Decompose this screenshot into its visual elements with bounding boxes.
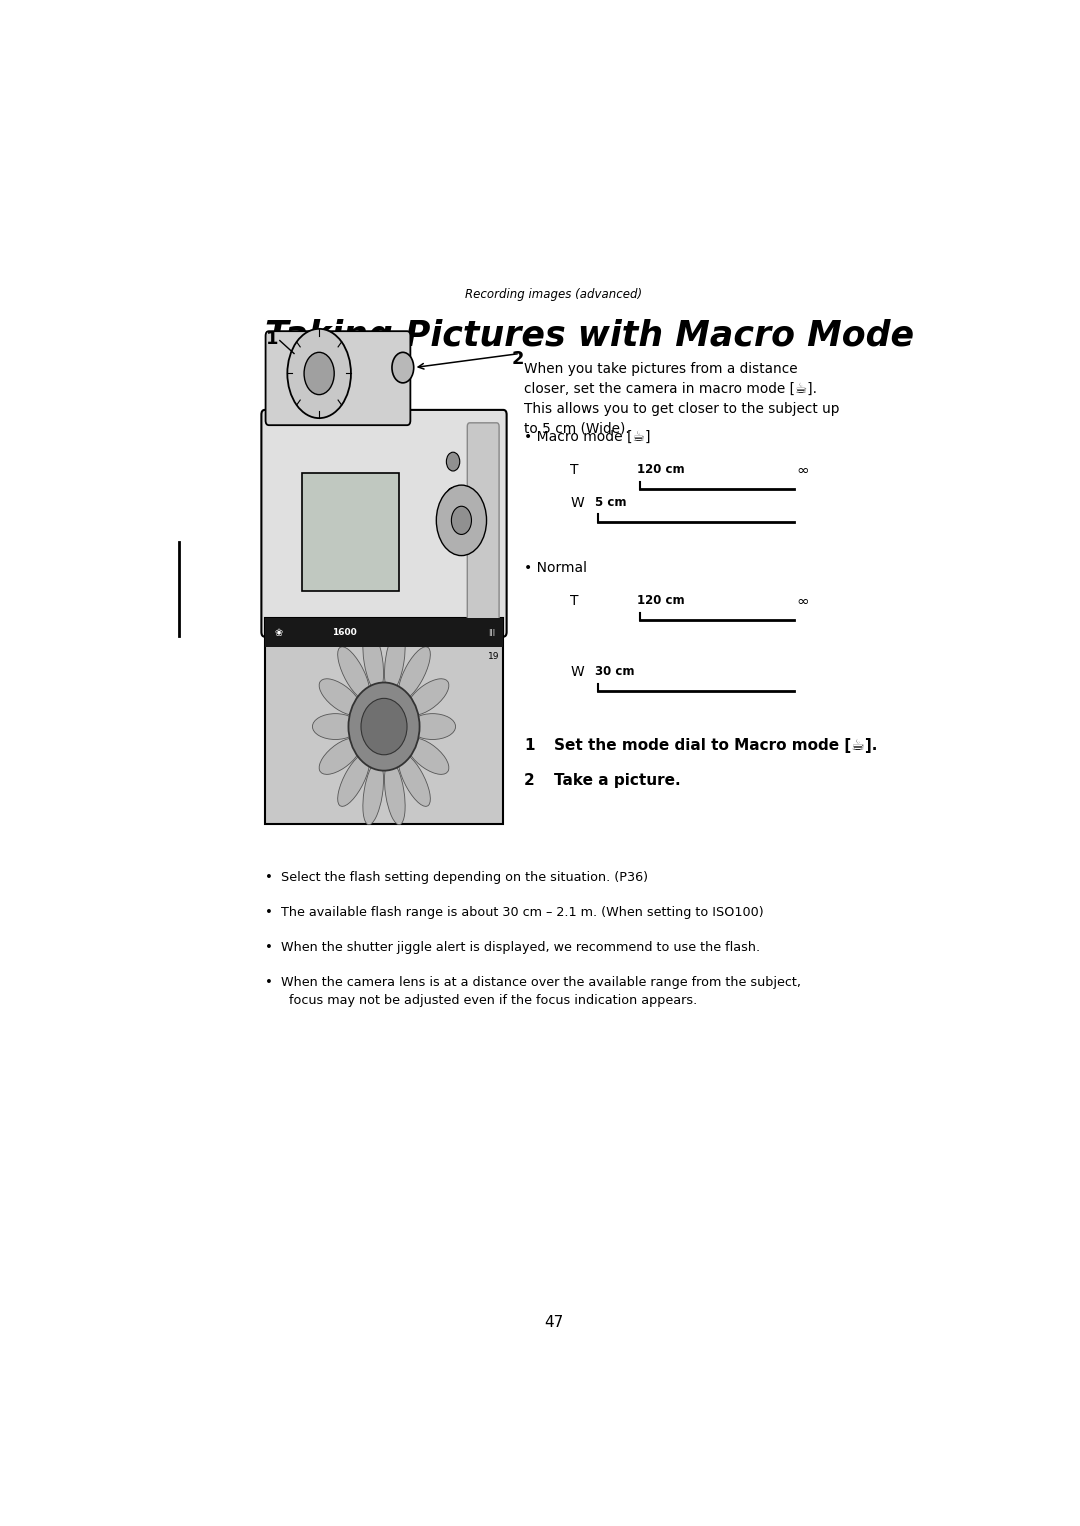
Ellipse shape — [384, 629, 405, 691]
Text: 30 cm: 30 cm — [595, 665, 635, 678]
Ellipse shape — [338, 647, 369, 700]
Text: 2: 2 — [524, 774, 535, 787]
Ellipse shape — [384, 761, 405, 824]
Text: Take a picture.: Take a picture. — [554, 774, 680, 787]
Ellipse shape — [407, 679, 449, 716]
Text: W: W — [570, 665, 584, 679]
Bar — [302, 473, 399, 591]
Text: The available flash range is about 30 cm – 2.1 m. (When setting to ISO100): The available flash range is about 30 cm… — [282, 906, 765, 919]
Text: ∞: ∞ — [796, 462, 809, 478]
Ellipse shape — [320, 739, 362, 774]
Circle shape — [446, 452, 460, 472]
Circle shape — [436, 485, 486, 555]
Text: 120 cm: 120 cm — [637, 594, 685, 607]
Circle shape — [392, 353, 414, 383]
Text: W: W — [570, 496, 584, 510]
Ellipse shape — [399, 754, 430, 806]
Text: |||: ||| — [488, 629, 495, 636]
Ellipse shape — [363, 629, 383, 691]
Ellipse shape — [409, 714, 456, 740]
Circle shape — [287, 328, 351, 418]
Text: 19: 19 — [487, 652, 499, 661]
Text: T: T — [570, 462, 579, 476]
FancyBboxPatch shape — [261, 410, 507, 636]
Ellipse shape — [399, 647, 430, 700]
Text: •: • — [265, 870, 272, 884]
Text: •: • — [265, 977, 272, 989]
Text: 5 cm: 5 cm — [595, 496, 626, 508]
Ellipse shape — [363, 761, 383, 824]
Text: 1: 1 — [267, 330, 279, 348]
Bar — [265, 618, 503, 647]
Text: When the shutter jiggle alert is displayed, we recommend to use the flash.: When the shutter jiggle alert is display… — [282, 942, 760, 954]
Text: Taking Pictures with Macro Mode: Taking Pictures with Macro Mode — [265, 319, 914, 354]
Text: When the camera lens is at a distance over the available range from the subject,: When the camera lens is at a distance ov… — [282, 977, 801, 1007]
Ellipse shape — [312, 714, 359, 740]
Ellipse shape — [320, 679, 362, 716]
Text: •: • — [265, 942, 272, 954]
Text: • Macro mode [☕]: • Macro mode [☕] — [524, 430, 651, 444]
Circle shape — [451, 507, 472, 534]
Text: Set the mode dial to Macro mode [☕].: Set the mode dial to Macro mode [☕]. — [554, 737, 877, 752]
Text: 1600: 1600 — [332, 629, 356, 636]
Ellipse shape — [338, 754, 369, 806]
Text: When you take pictures from a distance
closer, set the camera in macro mode [☕].: When you take pictures from a distance c… — [524, 362, 839, 436]
Text: 47: 47 — [544, 1315, 563, 1331]
Circle shape — [446, 523, 460, 542]
Bar — [265, 618, 503, 824]
Ellipse shape — [349, 682, 419, 771]
Ellipse shape — [407, 739, 449, 774]
Text: 1: 1 — [524, 737, 535, 752]
Text: T: T — [570, 594, 579, 609]
Text: 120 cm: 120 cm — [637, 462, 685, 476]
Text: ❀: ❀ — [274, 627, 283, 638]
Text: • Normal: • Normal — [524, 562, 588, 575]
Ellipse shape — [361, 699, 407, 755]
FancyBboxPatch shape — [266, 331, 410, 426]
Text: 2: 2 — [512, 349, 524, 368]
Circle shape — [305, 353, 334, 395]
Text: Recording images (advanced): Recording images (advanced) — [464, 287, 643, 301]
Text: ∞: ∞ — [796, 594, 809, 609]
Circle shape — [446, 487, 460, 507]
Text: •: • — [265, 906, 272, 919]
Text: Select the flash setting depending on the situation. (P36): Select the flash setting depending on th… — [282, 870, 648, 884]
FancyBboxPatch shape — [468, 423, 499, 624]
